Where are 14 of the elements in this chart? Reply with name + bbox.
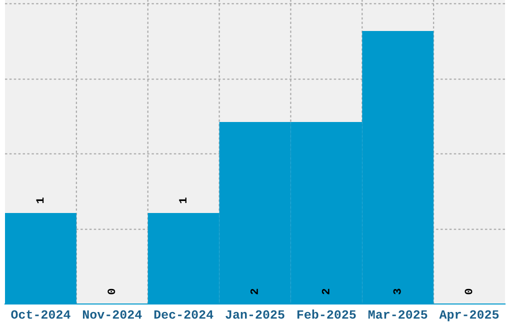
x-tick-label: Oct-2024 — [11, 310, 70, 319]
x-tick-label: Feb-2025 — [297, 310, 356, 319]
data-label: 1 — [179, 198, 186, 204]
x-tick-label: Mar-2025 — [368, 310, 428, 319]
data-label: 0 — [108, 288, 116, 294]
x-tick-label: Dec-2024 — [154, 310, 214, 319]
x-tick-label: Apr-2025 — [439, 310, 499, 322]
data-label: 1 — [36, 198, 44, 204]
data-label: 0 — [464, 288, 472, 294]
x-tick-label: Nov-2024 — [82, 310, 142, 319]
data-label: 2 — [250, 288, 258, 294]
x-tick-label: Jan-2025 — [226, 310, 284, 319]
data-label: 3 — [393, 288, 401, 294]
data-label: 2 — [322, 288, 330, 294]
